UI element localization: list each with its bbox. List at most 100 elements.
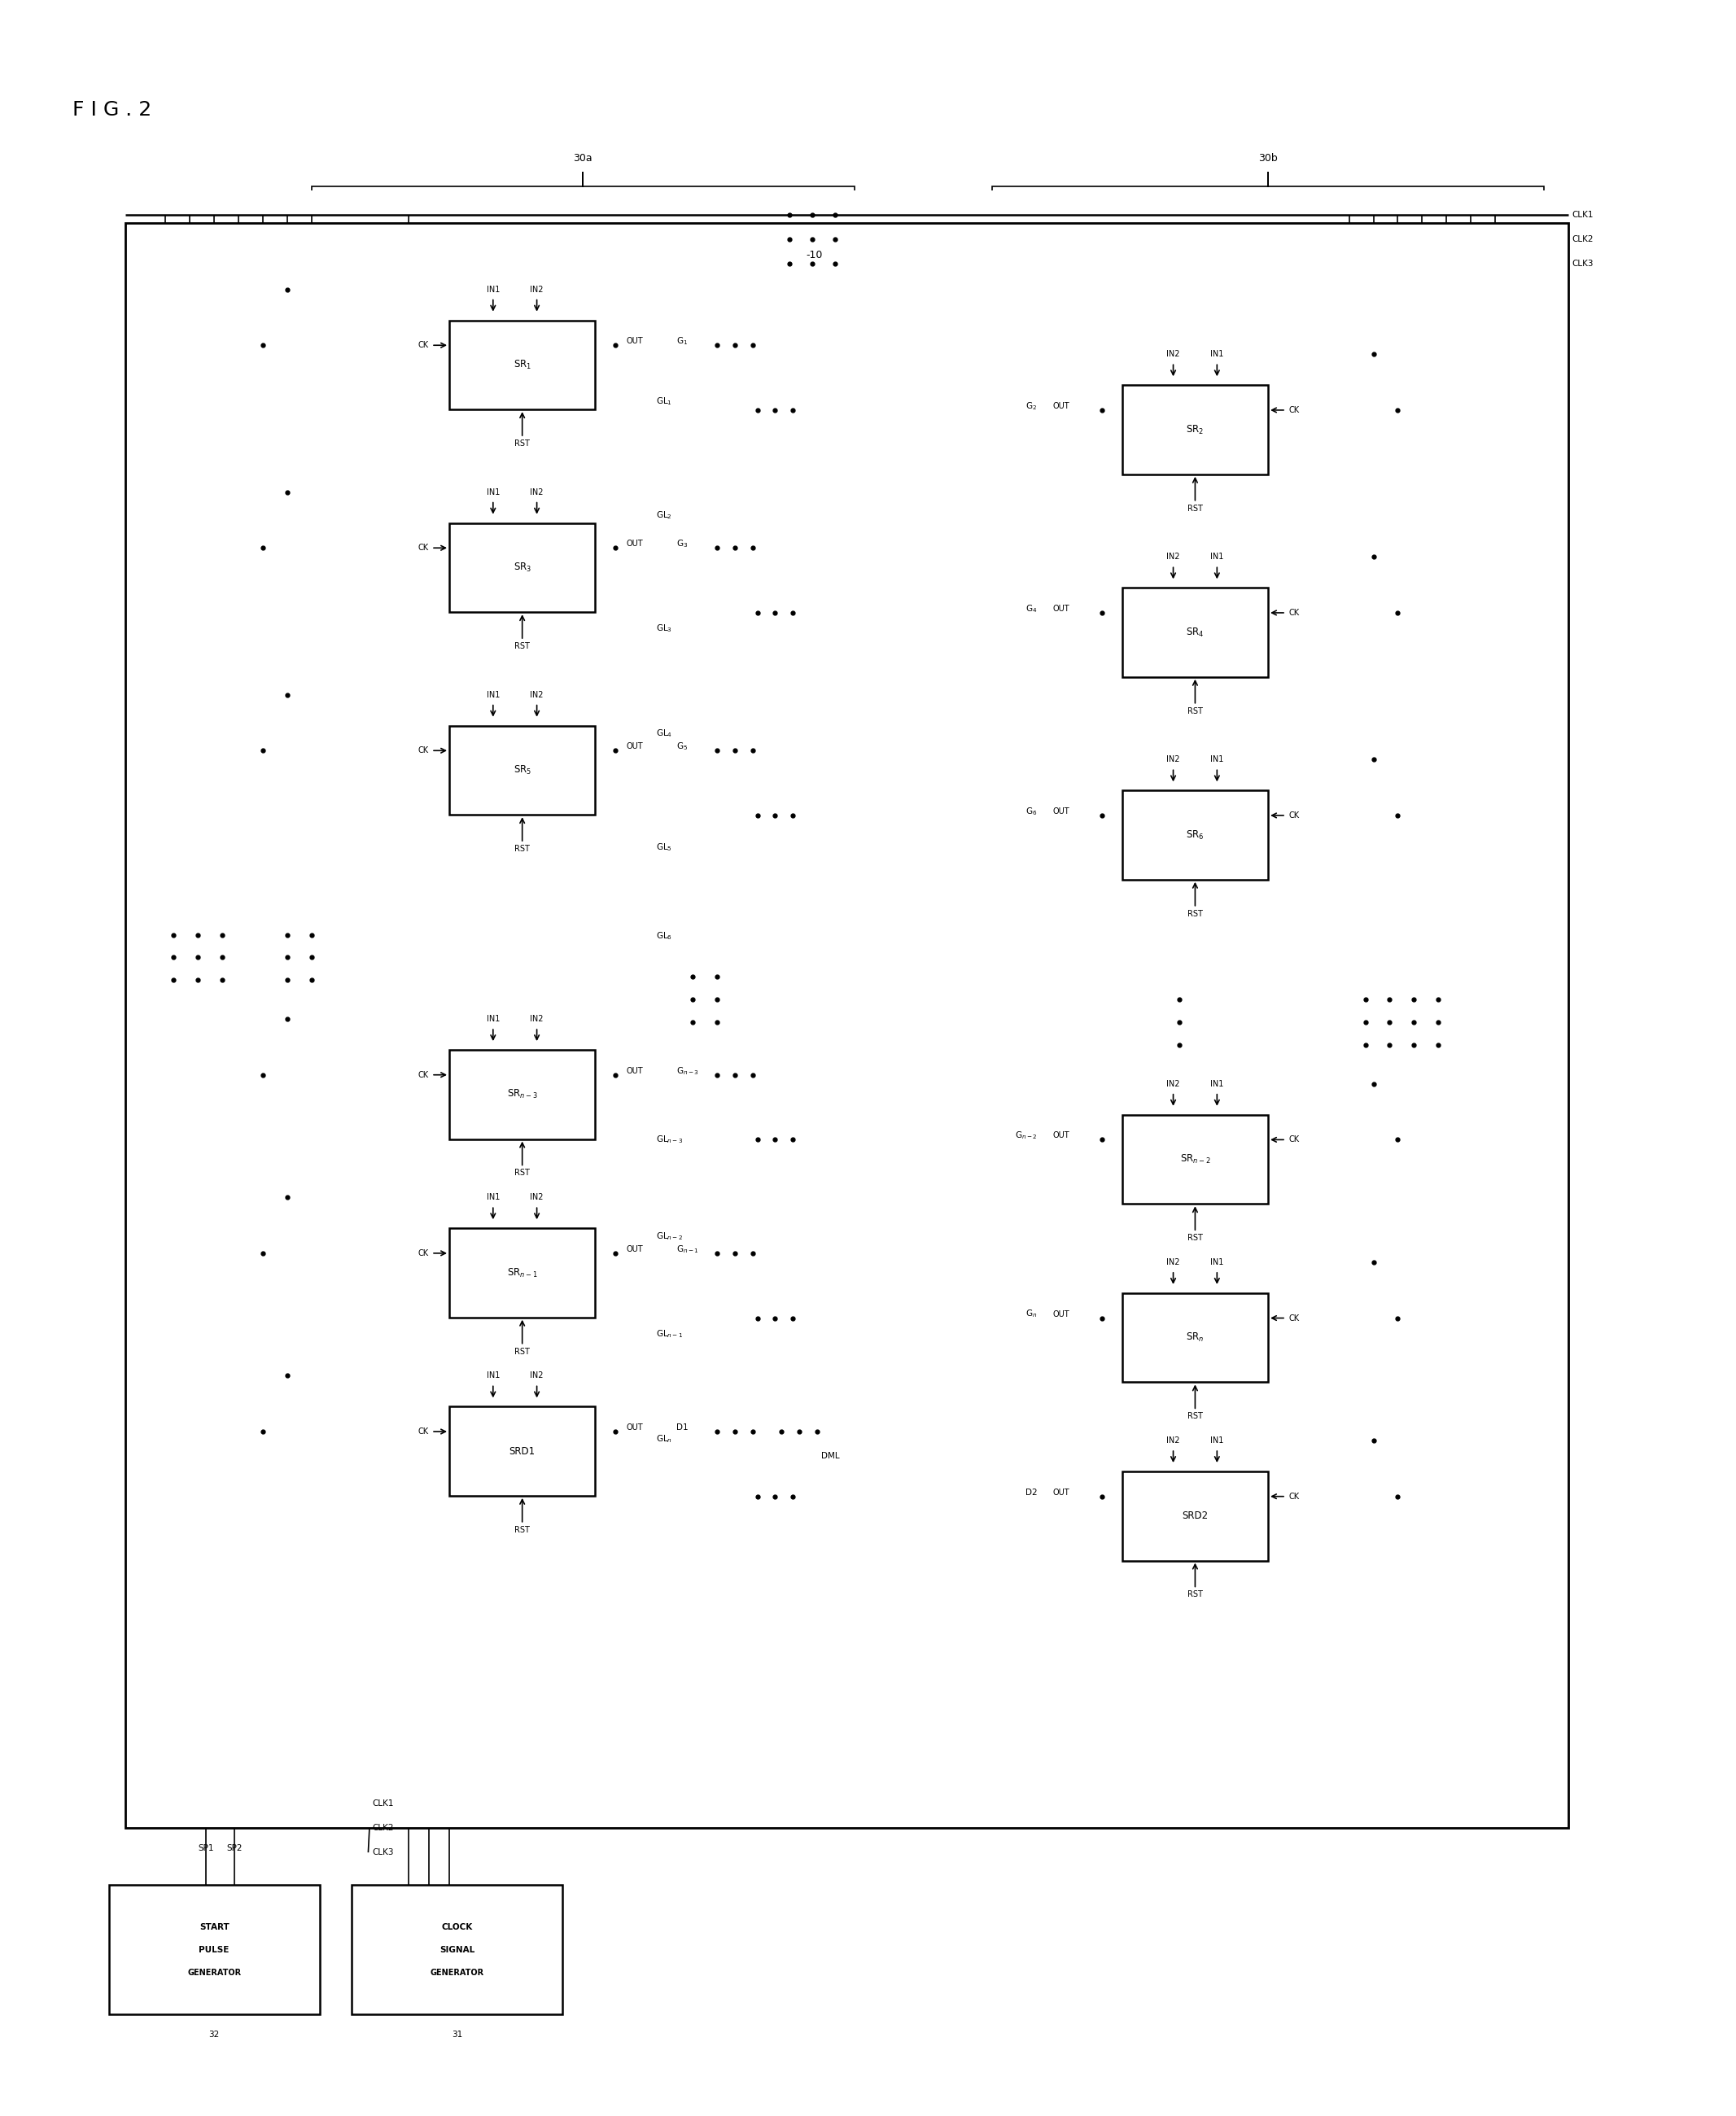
- Text: IN1: IN1: [1210, 552, 1224, 561]
- Text: GL$_6$: GL$_6$: [656, 931, 672, 942]
- Text: IN1: IN1: [486, 1016, 500, 1024]
- Text: IN2: IN2: [1167, 351, 1180, 358]
- Text: IN2: IN2: [1167, 755, 1180, 764]
- Text: G$_6$: G$_6$: [1026, 806, 1036, 817]
- Text: G$_2$: G$_2$: [1026, 400, 1036, 413]
- Text: 32: 32: [208, 2031, 219, 2040]
- Text: SRD2: SRD2: [1182, 1511, 1208, 1521]
- Text: CLK1: CLK1: [1573, 212, 1594, 218]
- Text: GL$_3$: GL$_3$: [656, 622, 672, 635]
- Text: OUT: OUT: [1052, 1132, 1069, 1141]
- Text: OUT: OUT: [627, 336, 642, 345]
- Text: G$_1$: G$_1$: [677, 336, 687, 347]
- Text: RST: RST: [1187, 707, 1203, 715]
- Text: OUT: OUT: [627, 540, 642, 548]
- Text: G$_5$: G$_5$: [677, 741, 687, 751]
- Text: OUT: OUT: [627, 1424, 642, 1433]
- Text: SR$_{n-1}$: SR$_{n-1}$: [507, 1267, 538, 1278]
- Text: GENERATOR: GENERATOR: [431, 1968, 484, 1976]
- Text: CK: CK: [418, 1248, 429, 1257]
- Text: SR$_3$: SR$_3$: [514, 561, 531, 573]
- Bar: [450, 1227, 595, 1318]
- Text: RST: RST: [514, 1168, 529, 1176]
- Text: CK: CK: [418, 341, 429, 349]
- Text: GL$_1$: GL$_1$: [656, 396, 672, 406]
- Bar: [352, 1885, 562, 2014]
- Text: IN1: IN1: [486, 489, 500, 497]
- Text: IN2: IN2: [1167, 1079, 1180, 1088]
- Text: IN2: IN2: [1167, 552, 1180, 561]
- Bar: [1121, 791, 1267, 880]
- Text: SP2: SP2: [226, 1845, 243, 1852]
- Text: D1: D1: [677, 1424, 687, 1433]
- Text: IN2: IN2: [1167, 1259, 1180, 1265]
- Text: RST: RST: [514, 641, 529, 650]
- Bar: [450, 320, 595, 411]
- Text: RST: RST: [1187, 910, 1203, 918]
- Bar: [1121, 588, 1267, 677]
- Text: CK: CK: [418, 1428, 429, 1435]
- Text: CK: CK: [1288, 609, 1299, 618]
- Text: SR$_{n-3}$: SR$_{n-3}$: [507, 1088, 538, 1100]
- Bar: [1121, 1115, 1267, 1204]
- Text: OUT: OUT: [627, 1244, 642, 1253]
- Text: SR$_5$: SR$_5$: [514, 764, 531, 777]
- Text: GL$_{n-2}$: GL$_{n-2}$: [656, 1232, 682, 1242]
- Text: IN1: IN1: [486, 286, 500, 294]
- Text: SR$_6$: SR$_6$: [1186, 829, 1205, 842]
- Bar: [450, 726, 595, 815]
- Bar: [1121, 1293, 1267, 1382]
- Bar: [1121, 1471, 1267, 1562]
- Text: F I G . 2: F I G . 2: [73, 99, 151, 118]
- Text: G$_3$: G$_3$: [677, 537, 687, 550]
- Text: 31: 31: [451, 2031, 464, 2040]
- Text: OUT: OUT: [1052, 808, 1069, 815]
- Text: GL$_{n-1}$: GL$_{n-1}$: [656, 1329, 684, 1339]
- Text: RST: RST: [1187, 1411, 1203, 1420]
- Text: SP1: SP1: [198, 1845, 214, 1852]
- Text: RST: RST: [514, 1526, 529, 1534]
- Text: OUT: OUT: [627, 743, 642, 751]
- Bar: [450, 1407, 595, 1496]
- Text: G$_{n-3}$: G$_{n-3}$: [677, 1064, 700, 1077]
- Text: IN2: IN2: [529, 1193, 543, 1202]
- Text: IN2: IN2: [529, 690, 543, 698]
- Text: RST: RST: [514, 1348, 529, 1356]
- Text: D2: D2: [1026, 1488, 1036, 1496]
- Text: IN2: IN2: [529, 489, 543, 497]
- Text: GL$_5$: GL$_5$: [656, 842, 672, 853]
- Text: CK: CK: [1288, 1136, 1299, 1145]
- Text: SIGNAL: SIGNAL: [439, 1947, 476, 1953]
- Text: RST: RST: [514, 440, 529, 449]
- Text: IN1: IN1: [486, 690, 500, 698]
- Text: G$_{n-2}$: G$_{n-2}$: [1014, 1130, 1036, 1141]
- Text: 30a: 30a: [573, 152, 592, 163]
- Bar: [125, 222, 1568, 1828]
- Text: SR$_4$: SR$_4$: [1186, 626, 1205, 639]
- Text: IN1: IN1: [486, 1193, 500, 1202]
- Text: OUT: OUT: [1052, 605, 1069, 614]
- Text: GL$_{n-3}$: GL$_{n-3}$: [656, 1134, 684, 1145]
- Text: G$_4$: G$_4$: [1026, 603, 1036, 614]
- Text: CLOCK: CLOCK: [443, 1923, 472, 1932]
- Text: 30b: 30b: [1259, 152, 1278, 163]
- Text: IN2: IN2: [529, 286, 543, 294]
- Bar: [1121, 385, 1267, 474]
- Text: IN1: IN1: [1210, 755, 1224, 764]
- Text: SR$_{n-2}$: SR$_{n-2}$: [1180, 1153, 1210, 1166]
- Text: CLK3: CLK3: [372, 1849, 394, 1856]
- Text: IN2: IN2: [529, 1371, 543, 1380]
- Text: CK: CK: [418, 1071, 429, 1079]
- Text: OUT: OUT: [1052, 1310, 1069, 1318]
- Text: CLK2: CLK2: [372, 1824, 394, 1832]
- Text: RST: RST: [1187, 1591, 1203, 1600]
- Text: RST: RST: [514, 844, 529, 853]
- Text: START: START: [200, 1923, 229, 1932]
- Text: IN1: IN1: [1210, 1437, 1224, 1445]
- Text: SR$_2$: SR$_2$: [1186, 423, 1205, 436]
- Text: IN1: IN1: [1210, 1259, 1224, 1265]
- Text: CLK1: CLK1: [372, 1801, 394, 1807]
- Bar: [109, 1885, 319, 2014]
- Text: -10: -10: [806, 250, 823, 260]
- Text: CK: CK: [1288, 1492, 1299, 1500]
